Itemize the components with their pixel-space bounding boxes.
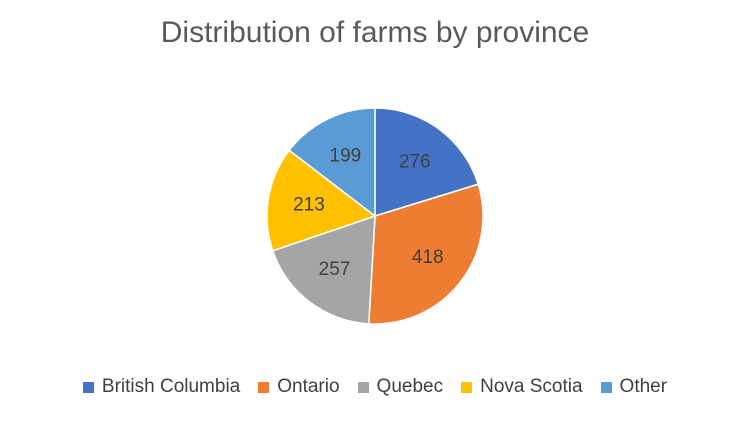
legend: British Columbia Ontario Quebec Nova Scotia… xyxy=(0,376,750,398)
legend-label: British Columbia xyxy=(101,376,241,397)
data-label-quebec: 257 xyxy=(319,259,351,280)
legend-label: Nova Scotia xyxy=(480,376,583,397)
pie-slice-ontario xyxy=(367,183,484,325)
legend-label: Ontario xyxy=(277,376,340,397)
data-label-other: 199 xyxy=(330,145,362,166)
legend-item-nova-scotia: Nova Scotia xyxy=(461,376,583,398)
legend-item-other: Other xyxy=(600,376,668,398)
pie-slice-british-columbia xyxy=(374,107,480,218)
data-label-ontario: 418 xyxy=(412,247,444,268)
data-label-british-columbia: 276 xyxy=(399,152,431,173)
legend-swatch xyxy=(461,381,473,393)
legend-swatch xyxy=(600,381,612,393)
legend-item-quebec: Quebec xyxy=(357,376,444,398)
chart-title: Distribution of farms by province xyxy=(160,16,590,49)
legend-item-british-columbia: British Columbia xyxy=(82,376,241,398)
legend-label: Quebec xyxy=(376,376,444,397)
pie-slice-nova-scotia xyxy=(266,149,377,252)
legend-swatch xyxy=(258,381,270,393)
legend-swatch xyxy=(82,381,94,393)
pie-slice-other xyxy=(288,107,376,218)
data-label-nova-scotia: 213 xyxy=(293,195,325,216)
legend-swatch xyxy=(357,381,369,393)
legend-item-ontario: Ontario xyxy=(258,376,340,398)
legend-label: Other xyxy=(619,376,668,397)
pie-slice-quebec xyxy=(271,214,376,325)
